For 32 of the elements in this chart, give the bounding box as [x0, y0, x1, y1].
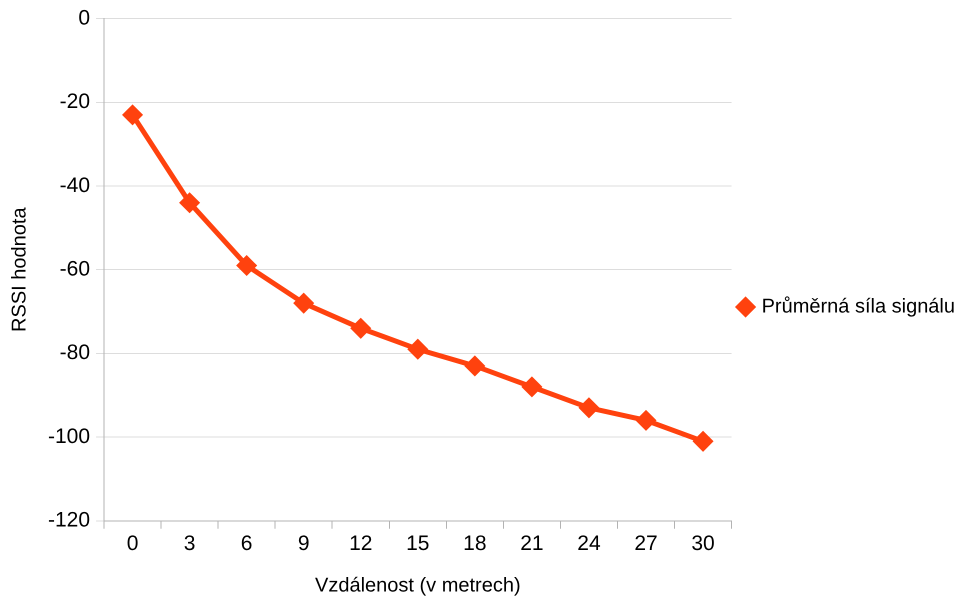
x-tick-label: 24 [577, 532, 601, 556]
point [522, 377, 542, 396]
x-tick-label: 9 [298, 532, 310, 556]
x-tick-label: 6 [240, 532, 252, 556]
y-tick-label: 0 [78, 6, 90, 30]
point [294, 294, 314, 313]
x-tick-label: 15 [406, 532, 430, 556]
point [351, 318, 370, 338]
y-tick-label: -40 [60, 174, 90, 197]
x-tick-label: 0 [126, 532, 138, 556]
x-axis-title: Vzdálenost (v metrech) [314, 574, 521, 597]
x-tick-label: 21 [520, 532, 544, 556]
point [636, 410, 656, 430]
x-tick-label: 12 [349, 532, 372, 556]
point [694, 432, 713, 451]
y-axis-title: RSSI hodnota [8, 206, 31, 332]
y-tick-label: -20 [60, 90, 90, 114]
point [579, 398, 598, 418]
y-tick-label: -80 [60, 341, 90, 364]
point [123, 105, 142, 124]
point [237, 256, 256, 276]
point [180, 193, 200, 212]
y-tick-label: -120 [48, 508, 90, 532]
x-tick-label: 18 [463, 532, 487, 556]
x-tick-label: 27 [634, 532, 658, 556]
point [408, 340, 428, 359]
point [465, 356, 484, 376]
y-tick-label: -60 [60, 257, 90, 280]
y-tick-label: -100 [48, 424, 90, 448]
x-tick-label: 3 [184, 532, 196, 556]
legend-label: Průměrná síla signálu [762, 296, 956, 318]
x-tick-label: 30 [691, 532, 715, 556]
